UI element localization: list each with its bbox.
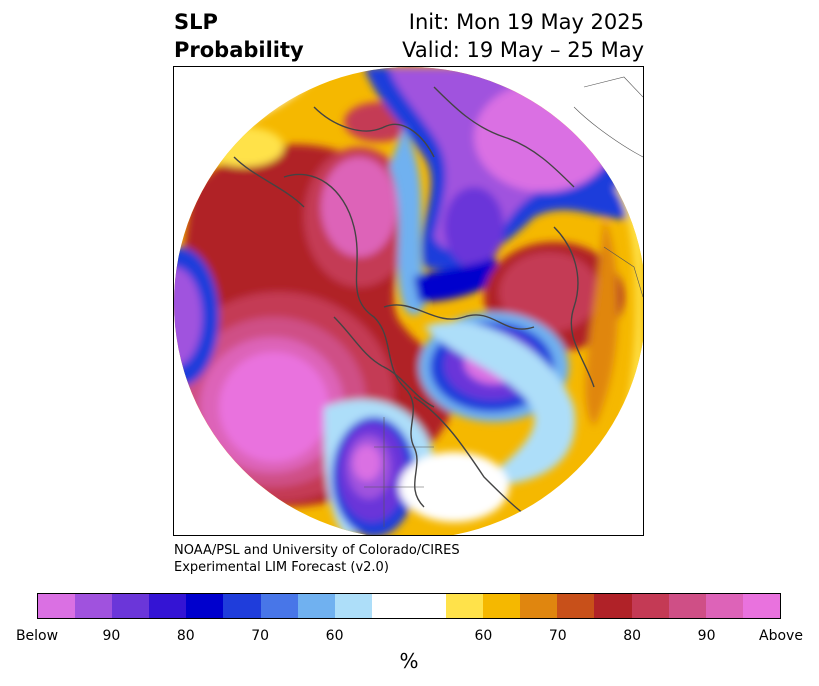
colorbar-swatch [668, 594, 706, 618]
colorbar-tick-label: 80 [623, 628, 642, 644]
title-variable: SLP [174, 10, 218, 34]
credit: NOAA/PSL and University of Colorado/CIRE… [174, 542, 460, 576]
credit-line-2: Experimental LIM Forecast (v2.0) [174, 560, 389, 575]
colorbar-tick-label: 70 [548, 628, 567, 644]
colorbar-swatch [75, 594, 113, 618]
colorbar-tick-label: Below [15, 628, 59, 644]
colorbar-swatch [149, 594, 187, 618]
title-left: SLP Probability [174, 8, 304, 64]
colorbar-swatch [260, 594, 298, 618]
title-quantity: Probability [174, 38, 304, 62]
colorbar-swatch [557, 594, 595, 618]
colorbar-tick-label: 90 [102, 628, 121, 644]
title-right: Init: Mon 19 May 2025 Valid: 19 May – 25… [402, 8, 644, 64]
colorbar-unit: % [399, 649, 419, 673]
colorbar-swatch [186, 594, 224, 618]
colorbar [37, 593, 781, 619]
colorbar-swatch [742, 594, 780, 618]
colorbar-tick-label: 80 [176, 628, 195, 644]
colorbar-swatch [408, 594, 447, 618]
colorbar-swatch [483, 594, 521, 618]
colorbar-swatch [223, 594, 261, 618]
colorbar-swatch [112, 594, 150, 618]
colorbar-swatch [631, 594, 669, 618]
colorbar-swatch [38, 594, 76, 618]
colorbar-swatch [446, 594, 484, 618]
borders [364, 76, 643, 527]
colorbar-tick-label: 70 [251, 628, 270, 644]
colorbar-swatch [297, 594, 335, 618]
colorbar-tick-label: 90 [697, 628, 716, 644]
colorbar-swatch [334, 594, 372, 618]
colorbar-swatch [520, 594, 558, 618]
colorbar-tick-label: 60 [474, 628, 493, 644]
colorbar-tick-label: 60 [325, 628, 344, 644]
valid-range: Valid: 19 May – 25 May [402, 38, 644, 62]
credit-line-1: NOAA/PSL and University of Colorado/CIRE… [174, 543, 460, 558]
probability-field [174, 67, 643, 535]
colorbar-swatch [705, 594, 743, 618]
init-date: Init: Mon 19 May 2025 [408, 10, 644, 34]
map-svg [174, 67, 643, 535]
colorbar-swatch [594, 594, 632, 618]
colorbar-tick-label: Above [759, 628, 803, 644]
colorbar-swatch [371, 594, 409, 618]
map-frame [173, 66, 644, 536]
